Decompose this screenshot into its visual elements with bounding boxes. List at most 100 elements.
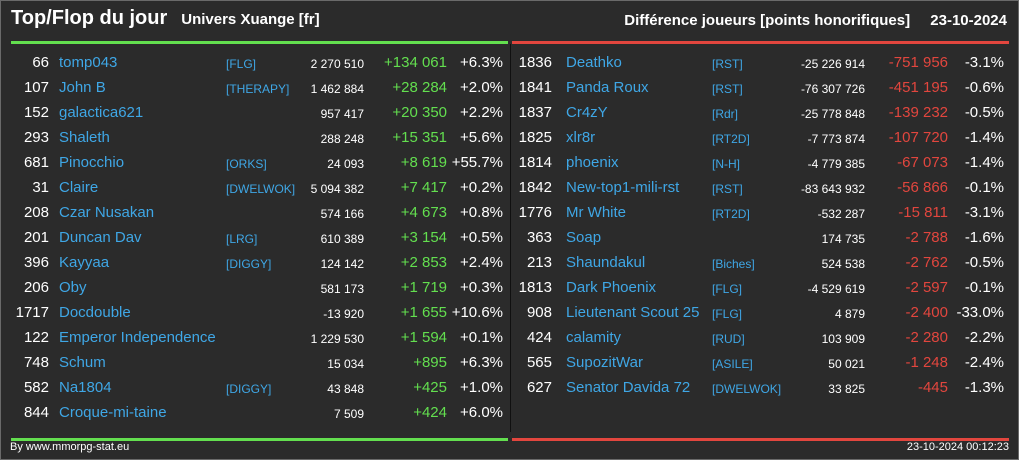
alliance-tag-link[interactable]: [DWELWOK] [712,382,782,396]
percent-cell: +10.6% [451,304,503,321]
rank-cell: 565 [526,354,552,371]
player-name-link[interactable]: Duncan Dav [59,229,142,246]
percent-cell: +0.2% [460,179,503,196]
top-row: 208 Czar Nusakan 574 166 +4 673 +0.8% [11,200,508,225]
points-cell: 50 021 [828,357,865,371]
alliance-tag-link[interactable]: [THERAPY] [226,82,290,96]
alliance-tag-link[interactable]: [LRG] [226,232,258,246]
percent-cell: +2.2% [460,104,503,121]
percent-cell: -2.2% [964,329,1004,346]
top-row: 201 Duncan Dav [LRG] 610 389 +3 154 +0.5% [11,225,508,250]
player-name-link[interactable]: SupozitWar [566,354,643,371]
metric-label: Différence joueurs [points honorifiques] [624,12,911,29]
alliance-tag-link[interactable]: [DIGGY] [226,382,272,396]
player-name-link[interactable]: Cr4zY [566,104,608,121]
top-row: 206 Oby 581 173 +1 719 +0.3% [11,275,508,300]
player-name-link[interactable]: Pinocchio [59,154,125,171]
player-name-link[interactable]: phoenix [566,154,619,171]
difference-cell: -2 788 [905,229,948,246]
alliance-tag-link[interactable]: [ORKS] [226,157,267,171]
universe-label: Univers Xuange [fr] [181,11,320,28]
player-name-link[interactable]: Claire [59,179,99,196]
points-cell: 15 034 [327,357,364,371]
points-cell: 33 825 [828,382,865,396]
points-cell: 174 735 [821,232,865,246]
player-name-link[interactable]: Panda Roux [566,79,649,96]
credit-link[interactable]: By www.mmorpg-stat.eu [10,441,130,453]
percent-cell: -0.1% [964,179,1004,196]
rank-cell: 844 [23,404,49,421]
player-name-link[interactable]: tomp043 [59,54,118,71]
alliance-tag-link[interactable]: [RST] [712,57,743,71]
alliance-tag-link[interactable]: [RT2D] [712,132,750,146]
points-cell: -4 779 385 [807,157,865,171]
alliance-tag-link[interactable]: [RUD] [712,332,745,346]
rank-cell: 1836 [518,54,552,71]
percent-cell: +0.8% [460,204,503,221]
difference-cell: -56 866 [897,179,948,196]
player-name-link[interactable]: xlr8r [566,129,596,146]
alliance-tag-link[interactable]: [DWELWOK] [226,182,296,196]
player-name-link[interactable]: Croque-mi-taine [59,404,167,421]
footer: By www.mmorpg-stat.eu 23-10-2024 00:12:2… [10,441,1009,453]
top-row: 396 Kayyaa [DIGGY] 124 142 +2 853 +2.4% [11,250,508,275]
points-cell: 574 166 [320,207,364,221]
player-name-link[interactable]: Emperor Independence [59,329,216,346]
alliance-tag-link[interactable]: [RST] [712,182,743,196]
points-cell: 2 270 510 [310,57,364,71]
alliance-tag-link[interactable]: [RT2D] [712,207,750,221]
player-name-link[interactable]: Deathko [566,54,622,71]
alliance-tag-link[interactable]: [Rdr] [712,107,739,121]
flop-row: 424 calamity [RUD] 103 909 -2 280 -2.2% [512,325,1009,350]
player-name-link[interactable]: Na1804 [59,379,112,396]
flop-row: 1836 Deathko [RST] -25 226 914 -751 956 -3.1% [512,50,1009,75]
percent-cell: -0.1% [964,279,1004,296]
difference-cell: -2 762 [905,254,948,271]
player-name-link[interactable]: Oby [59,279,87,296]
difference-cell: +134 061 [384,54,447,71]
alliance-tag-link[interactable]: [FLG] [226,57,257,71]
player-name-link[interactable]: Lieutenant Scout 25 [566,304,700,321]
alliance-tag-link[interactable]: [N-H] [712,157,740,171]
player-name-link[interactable]: calamity [566,329,622,346]
player-name-link[interactable]: Shaleth [59,129,110,146]
player-name-link[interactable]: Docdouble [59,304,131,321]
rank-cell: 1837 [518,104,552,121]
top-panel: 66 tomp043 [FLG] 2 270 510 +134 061 +6.3% 107 J… [11,41,508,441]
alliance-tag-link[interactable]: [FLG] [712,307,743,321]
player-name-link[interactable]: galactica621 [59,104,144,121]
points-cell: 957 417 [320,107,364,121]
player-name-link[interactable]: Schum [59,354,106,371]
points-cell: 24 093 [327,157,364,171]
player-name-link[interactable]: Dark Phoenix [566,279,657,296]
points-cell: 124 142 [320,257,364,271]
player-name-link[interactable]: Senator Davida 72 [566,379,691,396]
percent-cell: -33.0% [956,304,1004,321]
header-left: Top/Flop du jour Univers Xuange [fr] [11,7,320,37]
player-name-link[interactable]: Soap [566,229,602,246]
alliance-tag-link[interactable]: [ASILE] [712,357,753,371]
percent-cell: +55.7% [451,154,503,171]
rank-cell: 31 [32,179,49,196]
flop-row: 627 Senator Davida 72 [DWELWOK] 33 825 -445-… [512,375,1009,400]
alliance-tag-link[interactable]: [RST] [712,82,743,96]
player-name-link[interactable]: Czar Nusakan [59,204,155,221]
alliance-tag-link[interactable]: [FLG] [712,282,743,296]
rank-cell: 627 [526,379,552,396]
flop-row: 1813 Dark Phoenix [FLG] -4 529 619 -2 597 -0.… [512,275,1009,300]
difference-cell: +3 154 [400,229,447,246]
alliance-tag-link[interactable]: [DIGGY] [226,257,272,271]
player-name-link[interactable]: Mr White [566,204,626,221]
player-name-link[interactable]: Shaundakul [566,254,646,271]
player-name-link[interactable]: New-top1-mili-rst [566,179,680,196]
player-name-link[interactable]: Kayyaa [59,254,110,271]
percent-cell: +5.6% [460,129,503,146]
player-name-link[interactable]: John B [59,79,106,96]
rank-cell: 681 [23,154,49,171]
percent-cell: +2.4% [460,254,503,271]
points-cell: -83 643 932 [800,182,865,196]
difference-cell: +1 655 [400,304,447,321]
rank-cell: 208 [23,204,49,221]
points-cell: 1 229 530 [310,332,364,346]
alliance-tag-link[interactable]: [Biches] [712,257,755,271]
